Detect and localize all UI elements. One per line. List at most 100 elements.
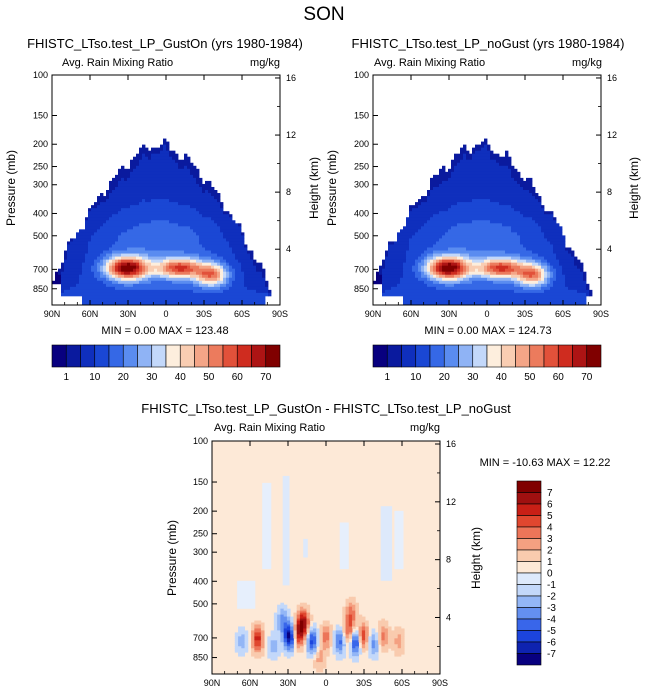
difference-cell [326, 654, 330, 657]
difference-cell [251, 646, 255, 649]
difference-cell [355, 614, 359, 617]
difference-cell [273, 620, 278, 623]
difference-cell [361, 618, 366, 621]
contour-cell [178, 223, 218, 227]
difference-cell [273, 628, 278, 631]
difference-cell [316, 630, 320, 633]
contour-cell [520, 211, 545, 215]
contour-cell [481, 147, 488, 152]
difference-cell [374, 654, 379, 657]
contour-cell [538, 280, 545, 285]
difference-cell [260, 648, 265, 651]
contour-cell [94, 232, 122, 236]
contour-cell [511, 256, 521, 261]
contour-cell [211, 265, 215, 270]
contour-cell [118, 183, 200, 188]
colorbar-label: 0 [547, 569, 553, 580]
difference-cell [326, 632, 330, 635]
contour-cell [64, 256, 68, 261]
difference-cell [316, 654, 320, 657]
contour-cell [100, 253, 107, 257]
contour-cell [265, 283, 269, 288]
difference-cell [303, 622, 307, 625]
colorbar-label: 40 [175, 372, 187, 383]
contour-cell [136, 265, 140, 270]
difference-cell [238, 626, 242, 629]
contour-cell [94, 271, 101, 276]
x-tick-label: 0 [323, 678, 328, 688]
contour-cell [136, 262, 140, 267]
difference-cell [299, 604, 304, 608]
contour-cell [223, 211, 230, 215]
difference-cell [352, 610, 356, 613]
contour-cell [538, 274, 542, 279]
difference-cell [352, 616, 356, 619]
difference-cell [371, 640, 376, 643]
difference-cell [326, 638, 330, 641]
contour-cell [115, 262, 119, 267]
contour-cell [208, 190, 218, 194]
difference-cell [293, 624, 298, 627]
difference-cell [296, 646, 301, 649]
difference-cell [277, 614, 281, 617]
difference-cell [299, 624, 304, 627]
contour-cell [217, 253, 236, 257]
colorbar-box [516, 549, 542, 562]
contour-cell [145, 199, 152, 203]
contour-cell [484, 144, 488, 149]
contour-cell [136, 268, 140, 273]
difference-cell [352, 622, 356, 625]
contour-cell [151, 280, 173, 285]
difference-cell [335, 652, 340, 655]
difference-cell [365, 624, 369, 627]
difference-cell [378, 636, 382, 639]
contour-cell [61, 283, 77, 288]
difference-cell [322, 664, 327, 667]
contour-cell [238, 259, 254, 264]
difference-cell [339, 638, 343, 641]
contour-cell [166, 262, 170, 267]
contour-cell [523, 244, 554, 248]
contour-cell [424, 262, 428, 267]
difference-cell [391, 648, 395, 651]
difference-cell [371, 636, 376, 639]
difference-cell [260, 632, 265, 635]
contour-cell [586, 283, 590, 288]
contour-cell [256, 265, 263, 270]
contour-cell [547, 271, 551, 276]
difference-cell [312, 644, 317, 647]
difference-cell [309, 656, 314, 659]
difference-cell [319, 666, 324, 669]
contour-cell [94, 262, 98, 267]
contour-cell [379, 268, 383, 273]
contour-cell [61, 289, 65, 294]
y-tick-label: 250 [193, 529, 208, 539]
contour-cell [409, 244, 434, 248]
difference-cell [342, 652, 346, 655]
contour-cell [565, 247, 572, 251]
difference-cell [260, 638, 265, 641]
contour-cell [61, 280, 80, 285]
difference-cell [299, 616, 304, 619]
difference-cell [384, 632, 389, 635]
difference-cell [290, 640, 294, 643]
difference-cell [306, 654, 311, 657]
contour-cell [232, 274, 236, 279]
contour-cell [538, 268, 542, 273]
difference-cell [273, 642, 278, 645]
contour-cell [553, 250, 569, 254]
difference-cell [384, 638, 389, 641]
difference-cell [312, 646, 317, 649]
contour-cell [472, 274, 482, 279]
contour-cell [568, 250, 575, 254]
difference-cell [378, 626, 382, 629]
difference-cell [339, 648, 343, 651]
difference-cell [254, 624, 258, 627]
contour-cell [535, 283, 542, 288]
contour-cell [211, 217, 233, 221]
difference-cell [368, 644, 372, 647]
difference-cell [365, 630, 369, 633]
x-tick-label: 30S [356, 678, 372, 688]
colorbar-box [515, 344, 531, 368]
contour-cell [106, 271, 110, 276]
